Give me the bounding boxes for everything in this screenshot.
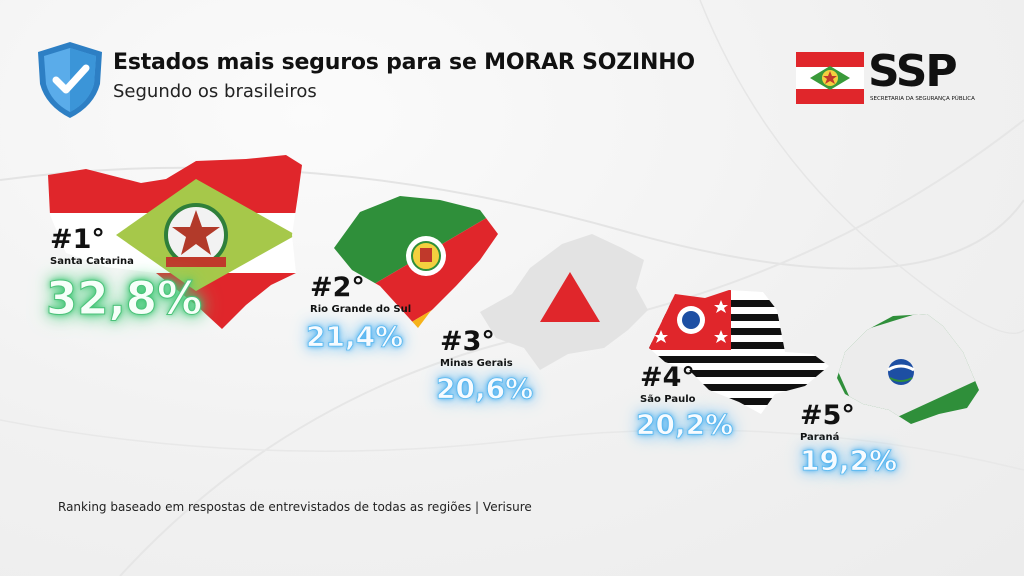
percent-value-4: 20,2% <box>636 408 734 442</box>
state-name-4: São Paulo <box>640 394 696 405</box>
rank-label-4: #4° <box>640 362 695 393</box>
percent-value-2: 21,4% <box>306 320 404 354</box>
percent-value-5: 19,2% <box>800 444 898 478</box>
santa-catarina-flag-icon <box>796 52 864 104</box>
rank-label-1: #1° <box>50 224 105 255</box>
rank-label-5: #5° <box>800 400 855 431</box>
logo-subtext: SECRETARIA DA SEGURANÇA PÚBLICA <box>870 96 975 102</box>
source-footnote: Ranking baseado em respostas de entrevis… <box>58 500 532 514</box>
sao-paulo-map-icon <box>649 290 829 414</box>
state-name-2: Rio Grande do Sul <box>310 304 412 315</box>
state-name-1: Santa Catarina <box>50 256 134 267</box>
rank-label-2: #2° <box>310 272 365 303</box>
page-title: Estados mais seguros para se MORAR SOZIN… <box>113 50 695 75</box>
santa-catarina-map-icon <box>48 155 302 329</box>
rank-label-3: #3° <box>440 326 495 357</box>
shield-check-icon <box>38 42 102 118</box>
minas-gerais-map-icon <box>480 234 648 370</box>
parana-map-icon <box>837 314 979 424</box>
page-subtitle: Segundo os brasileiros <box>113 81 317 102</box>
percent-value-3: 20,6% <box>436 372 534 406</box>
state-name-3: Minas Gerais <box>440 358 513 369</box>
ssp-logo: SSP SECRETARIA DA SEGURANÇA PÚBLICA <box>796 46 976 106</box>
percent-value-1: 32,8% <box>45 272 203 326</box>
logo-text: SSP <box>868 46 958 97</box>
header: Estados mais seguros para se MORAR SOZIN… <box>113 50 695 102</box>
state-name-5: Paraná <box>800 432 840 443</box>
rio-grande-do-sul-map-icon <box>334 196 498 328</box>
